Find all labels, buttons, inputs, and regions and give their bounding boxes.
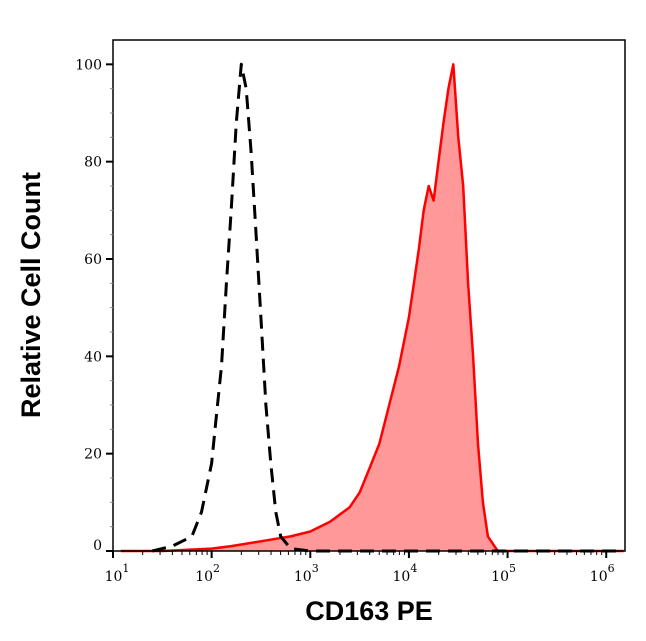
series-0-line bbox=[151, 62, 624, 553]
y-tick-label: 40 bbox=[84, 349, 102, 365]
series-1-area bbox=[120, 64, 624, 552]
x-tick-label: 105 bbox=[491, 562, 516, 585]
series-1-line bbox=[120, 63, 624, 553]
plot-frame bbox=[112, 39, 626, 552]
x-axis-title: CD163 PE bbox=[305, 596, 433, 626]
x-tick-label: 102 bbox=[195, 562, 220, 585]
y-tick-label: 60 bbox=[84, 252, 102, 268]
x-tick-label: 101 bbox=[105, 562, 130, 585]
x-tick-label: 106 bbox=[590, 562, 615, 585]
y-tick-label: 100 bbox=[75, 57, 102, 73]
x-tick-label: 104 bbox=[393, 562, 418, 585]
y-tick-label: 0 bbox=[93, 538, 102, 554]
y-tick-label: 80 bbox=[84, 155, 102, 171]
y-axis-title: Relative Cell Count bbox=[16, 172, 46, 418]
x-tick-label: 103 bbox=[294, 562, 319, 585]
y-tick-label: 20 bbox=[84, 447, 102, 463]
